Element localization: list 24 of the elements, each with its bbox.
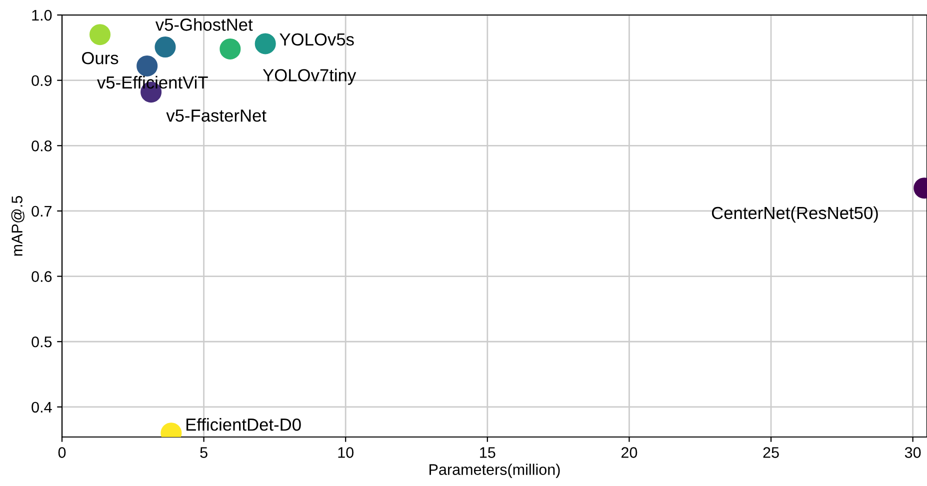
annotation: EfficientDet-D0 <box>186 418 301 431</box>
annotation: v5-EfficientViT <box>97 76 208 89</box>
x-tick-label: 25 <box>763 447 779 458</box>
annotation: v5-GhostNet <box>155 18 253 31</box>
y-tick-label: 0.8 <box>32 140 52 152</box>
y-tick-label: 1.0 <box>32 10 52 21</box>
y-axis-title: mAP@.5 <box>11 196 24 256</box>
x-tick-label: 5 <box>200 447 208 458</box>
y-tick-label: 0.9 <box>32 75 52 86</box>
y-tick-label: 0.6 <box>32 271 52 282</box>
annotation: Ours <box>82 52 118 64</box>
y-tick-label: 0.4 <box>32 402 52 413</box>
annotation: v5-FasterNet <box>166 110 266 122</box>
x-tick-label: 10 <box>338 447 354 458</box>
annotation: CenterNet(ResNet50) <box>712 206 878 223</box>
annotation: YOLOv5s <box>280 33 354 46</box>
x-tick-label: 30 <box>904 447 921 458</box>
y-tick-label: 0.7 <box>32 206 52 217</box>
x-tick-label: 20 <box>621 447 638 458</box>
x-axis-title: Parameters(million) <box>430 464 560 478</box>
annotation: YOLOv7tiny <box>262 68 356 85</box>
x-tick-label: 0 <box>58 447 66 458</box>
x-tick-label: 15 <box>480 447 496 458</box>
y-tick-label: 0.5 <box>32 336 52 348</box>
